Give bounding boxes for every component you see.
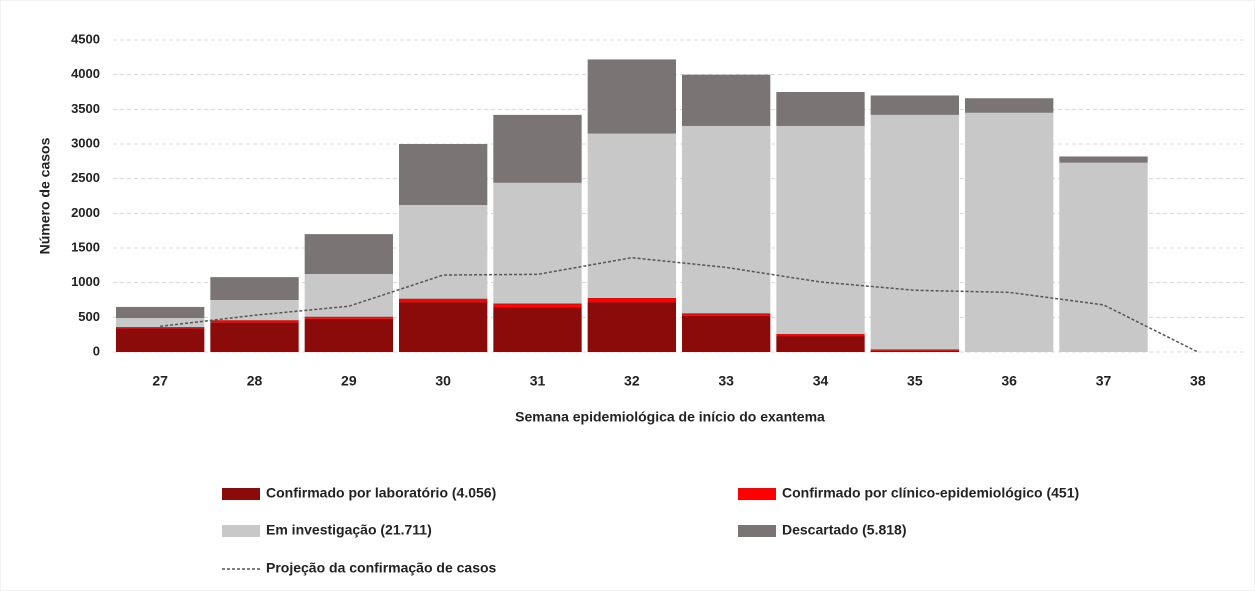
bar-segment	[870, 349, 959, 351]
y-tick-label: 3500	[71, 101, 100, 116]
x-tick-label: 37	[1096, 373, 1112, 389]
bar-segment	[399, 144, 488, 206]
bar-segment	[587, 59, 676, 134]
bar-segment	[493, 306, 582, 352]
bar-segment	[116, 327, 205, 329]
y-tick-label: 1000	[71, 274, 100, 289]
legend-label: Descartado (5.818)	[782, 522, 907, 538]
bar-segment	[587, 302, 676, 352]
bar-segment	[776, 92, 865, 126]
bar-segment	[870, 114, 959, 350]
bar-segment	[776, 333, 865, 337]
bar-segment	[587, 297, 676, 303]
x-tick-label: 34	[813, 373, 829, 389]
bar-segment	[682, 125, 771, 314]
legend-swatch	[738, 488, 776, 500]
bar-segment	[116, 328, 205, 352]
x-tick-label: 30	[435, 373, 451, 389]
x-tick-label: 36	[1001, 373, 1017, 389]
bar-segment	[116, 318, 205, 328]
bar-segment	[870, 95, 959, 115]
x-tick-label: 32	[624, 373, 640, 389]
bar-segment	[210, 320, 299, 323]
y-tick-label: 0	[93, 343, 100, 358]
x-tick-label: 33	[718, 373, 734, 389]
y-axis-label: Número de casos	[37, 137, 53, 254]
bar-segment	[870, 350, 959, 352]
x-tick-label: 35	[907, 373, 923, 389]
bar-segment	[210, 300, 299, 321]
bar-segment	[399, 298, 488, 303]
bar-segment	[682, 74, 771, 126]
legend-label: Confirmado por laboratório (4.056)	[266, 485, 496, 501]
bar-segment	[304, 316, 393, 319]
x-axis-label: Semana epidemiológica de início do exant…	[515, 409, 825, 425]
x-tick-label: 28	[247, 373, 263, 389]
y-tick-label: 2500	[71, 170, 100, 185]
bar-segment	[682, 315, 771, 352]
bar-segment	[587, 133, 676, 298]
y-tick-label: 4000	[71, 66, 100, 81]
projection-line	[160, 256, 1199, 353]
x-tick-label: 31	[530, 373, 546, 389]
bar-segment	[304, 318, 393, 352]
bar-segment	[965, 98, 1054, 113]
x-tick-label: 27	[152, 373, 168, 389]
bar-segment	[1059, 156, 1148, 163]
y-tick-label: 500	[78, 309, 100, 324]
bar-segment	[493, 303, 582, 307]
legend-swatch	[222, 488, 260, 500]
bar-segment	[304, 234, 393, 274]
y-tick-label: 4500	[71, 31, 100, 46]
legend-swatch	[222, 525, 260, 537]
bar-segment	[1059, 162, 1148, 352]
bar-segment	[493, 182, 582, 304]
x-tick-label: 38	[1190, 373, 1206, 389]
legend-swatch	[738, 525, 776, 537]
bar-segment	[210, 277, 299, 300]
legend-label: Em investigação (21.711)	[266, 522, 432, 538]
bar-segment	[965, 112, 1054, 352]
bar-segment	[776, 336, 865, 352]
bar-segment	[682, 313, 771, 316]
y-tick-label: 1500	[71, 239, 100, 254]
bar-segment	[399, 302, 488, 352]
y-tick-label: 3000	[71, 135, 100, 150]
x-tick-label: 29	[341, 373, 357, 389]
bar-segment	[493, 114, 582, 183]
bar-segment	[399, 205, 488, 299]
bar-segment	[210, 322, 299, 352]
legend-label: Confirmado por clínico-epidemiológico (4…	[782, 485, 1079, 501]
legend-label: Projeção da confirmação de casos	[266, 560, 497, 576]
bar-segment	[116, 306, 205, 319]
bar-segment	[776, 125, 865, 334]
y-tick-label: 2000	[71, 205, 100, 220]
